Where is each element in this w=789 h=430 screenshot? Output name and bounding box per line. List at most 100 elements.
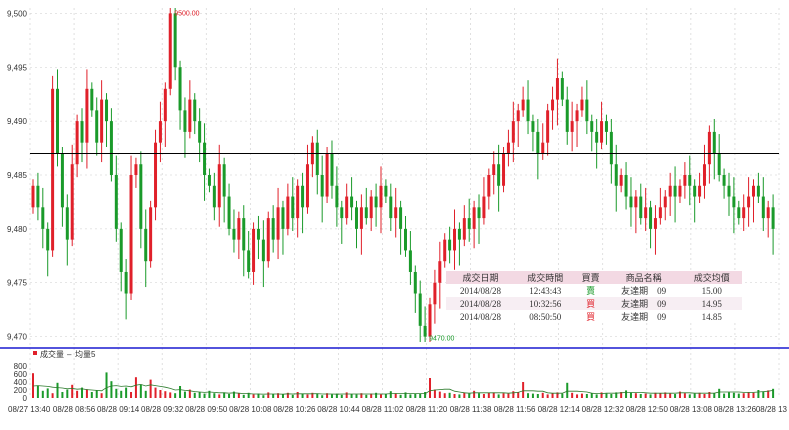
candle-body	[193, 99, 197, 122]
volume-bar	[61, 392, 64, 398]
trade-row[interactable]: 2014/08/28 12:43:43 賣 友達期 09 15.00	[446, 284, 742, 297]
volume-bar	[433, 389, 436, 398]
volume-bar	[394, 393, 397, 398]
candle-body	[604, 121, 608, 132]
volume-bar	[267, 392, 270, 398]
price-tick-label: 9,490	[7, 117, 28, 126]
candle-body	[217, 164, 221, 208]
candle-body	[80, 121, 84, 143]
time-tick-label: 08/28 12:32	[582, 405, 625, 414]
volume-bar	[767, 390, 770, 398]
candle-body	[271, 218, 275, 240]
volume-bar	[208, 390, 211, 398]
candle-body	[609, 131, 613, 165]
candle-body	[727, 185, 731, 197]
volume-bar	[193, 392, 196, 398]
candle-body	[90, 88, 94, 111]
volume-bar	[379, 394, 382, 398]
candle-body	[325, 153, 329, 197]
trades-table: 成交日期 成交時間 買賣 商品名稱 成交均價 2014/08/28 12:43:…	[446, 271, 742, 323]
candle-body	[761, 196, 765, 219]
candle-body	[693, 185, 697, 197]
volume-bar	[683, 393, 686, 398]
candle-body	[198, 121, 202, 143]
trade-side: 買	[575, 310, 606, 323]
volume-bar	[453, 394, 456, 398]
volume-bar	[502, 393, 505, 398]
volume-bar	[296, 392, 299, 398]
volume-bar	[340, 394, 343, 398]
volume-bar	[183, 391, 186, 398]
candle-body	[526, 99, 530, 122]
volume-bar	[262, 395, 265, 398]
volume-bar	[551, 393, 554, 398]
volume-bar	[458, 394, 461, 398]
volume-bar	[169, 392, 172, 398]
candle-body	[408, 250, 412, 272]
trade-price: 15.00	[681, 284, 742, 297]
candle-body	[438, 261, 442, 283]
volume-bar	[375, 392, 378, 398]
volume-bar	[291, 394, 294, 398]
candle-body	[712, 131, 716, 154]
time-tick-label: 08/28 11:20	[406, 405, 448, 414]
candle-body	[389, 196, 393, 219]
candle-body	[565, 99, 569, 132]
volume-bar	[629, 392, 632, 398]
candle-body	[722, 175, 726, 186]
volume-bar	[281, 394, 284, 398]
price-tick-label: 9,485	[7, 171, 28, 180]
volume-bar	[487, 392, 490, 398]
volume-bar	[585, 394, 588, 398]
candle-body	[653, 218, 657, 229]
candle-body	[399, 207, 403, 229]
volume-bar	[154, 387, 157, 398]
candle-body	[105, 99, 109, 122]
candle-body	[203, 142, 207, 175]
time-tick-label: 08/28 09:14	[97, 405, 140, 414]
candle-body	[644, 207, 648, 219]
candle-body	[276, 207, 280, 240]
volume-bar	[732, 392, 735, 398]
candle-body	[232, 228, 236, 240]
candle-body	[178, 67, 182, 111]
candle-body	[575, 110, 579, 122]
volume-bar	[620, 392, 623, 398]
trade-row[interactable]: 2014/08/28 08:50:50 買 友達期 09 14.85	[446, 310, 742, 323]
volume-bar	[757, 390, 760, 398]
candle-body	[516, 110, 520, 122]
volume-legend-separator: –	[67, 350, 72, 359]
candle-body	[555, 78, 559, 100]
candle-body	[85, 88, 89, 143]
candle-body	[663, 196, 667, 208]
volume-bar	[468, 393, 471, 398]
volume-bar	[81, 387, 84, 398]
candle-body	[457, 228, 461, 240]
candle-body	[266, 218, 270, 262]
volume-bar	[360, 393, 363, 398]
time-axis: 08/27 13:40 08/28 08:56 08/28 09:14 08/28 0…	[8, 405, 788, 414]
volume-legend-label: 成交量	[40, 349, 64, 359]
volume-bar	[56, 382, 59, 398]
candle-body	[252, 228, 256, 272]
volume-bar	[590, 393, 593, 398]
candle-body	[46, 228, 50, 251]
volume-bar	[247, 392, 250, 398]
volume-bar	[174, 393, 177, 398]
volume-bar	[713, 393, 716, 398]
volume-bar	[51, 393, 54, 398]
trade-row[interactable]: 2014/08/28 10:32:56 買 友達期 09 14.95	[446, 297, 742, 310]
candle-body	[551, 99, 555, 111]
volume-bar	[536, 394, 539, 398]
high-annotation: 9500.00	[174, 10, 199, 17]
volume-bar	[634, 393, 637, 398]
volume-bar	[463, 392, 466, 398]
candle-body	[506, 142, 510, 154]
time-tick-label: 08/28 10:08	[229, 405, 272, 414]
volume-bar	[443, 393, 446, 398]
volume-bar	[370, 393, 373, 398]
volume-bar	[355, 394, 358, 398]
candle-body	[453, 228, 457, 251]
volume-bar	[110, 381, 113, 398]
time-tick-label: 08/28 10:44	[317, 405, 360, 414]
